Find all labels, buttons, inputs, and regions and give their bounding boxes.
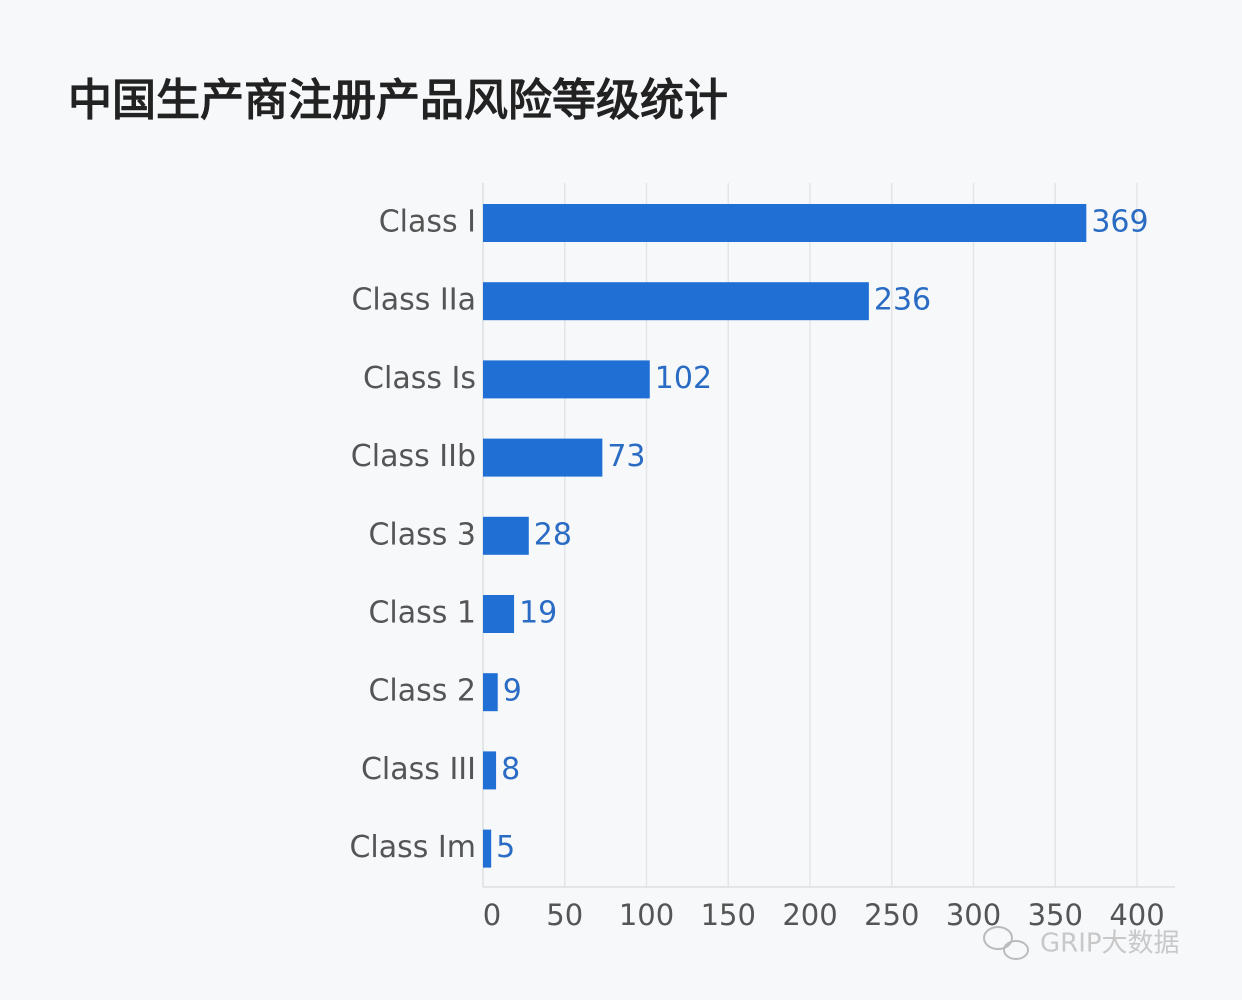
value-label: 8 — [501, 752, 520, 787]
chart-title: 中国生产商注册产品风险等级统计 — [68, 75, 728, 126]
watermark-icon — [983, 926, 1029, 960]
bar — [483, 595, 515, 633]
value-label: 19 — [519, 596, 557, 631]
x-tick-label: 250 — [864, 898, 919, 932]
x-tick-label: 100 — [619, 898, 674, 932]
bar — [483, 438, 603, 477]
x-tick-label: 350 — [1028, 898, 1083, 932]
x-tick-label: 50 — [546, 898, 583, 932]
bar — [483, 204, 1087, 242]
y-tick-label: Class I — [379, 205, 476, 240]
y-tick-label: Class IIb — [351, 439, 476, 474]
value-label: 73 — [607, 439, 645, 474]
value-label: 102 — [655, 361, 712, 396]
y-tick-label: Class Is — [363, 361, 476, 396]
bar — [483, 829, 492, 868]
value-label: 28 — [534, 517, 572, 552]
value-label: 5 — [496, 830, 515, 865]
x-tick-label: 0 — [483, 898, 501, 932]
bar — [483, 282, 869, 321]
value-label: 9 — [503, 674, 522, 709]
bar — [483, 516, 529, 555]
y-tick-label: Class 2 — [368, 674, 476, 709]
y-tick-label: Class 3 — [368, 517, 476, 552]
x-tick-label: 200 — [782, 898, 837, 932]
y-tick-label: Class IIa — [351, 283, 476, 318]
x-tick-label: 300 — [946, 898, 1001, 932]
value-label: 369 — [1091, 205, 1148, 240]
y-tick-label: Class III — [361, 752, 476, 787]
x-tick-label: 400 — [1109, 898, 1164, 932]
y-tick-label: Class 1 — [368, 596, 476, 631]
watermark: GRIP大数据 — [1040, 929, 1180, 959]
bar — [483, 360, 650, 399]
x-tick-label: 150 — [701, 898, 756, 932]
bar — [483, 673, 498, 712]
y-tick-label: Class Im — [349, 830, 476, 865]
value-label: 236 — [874, 283, 931, 318]
bar — [483, 751, 497, 790]
